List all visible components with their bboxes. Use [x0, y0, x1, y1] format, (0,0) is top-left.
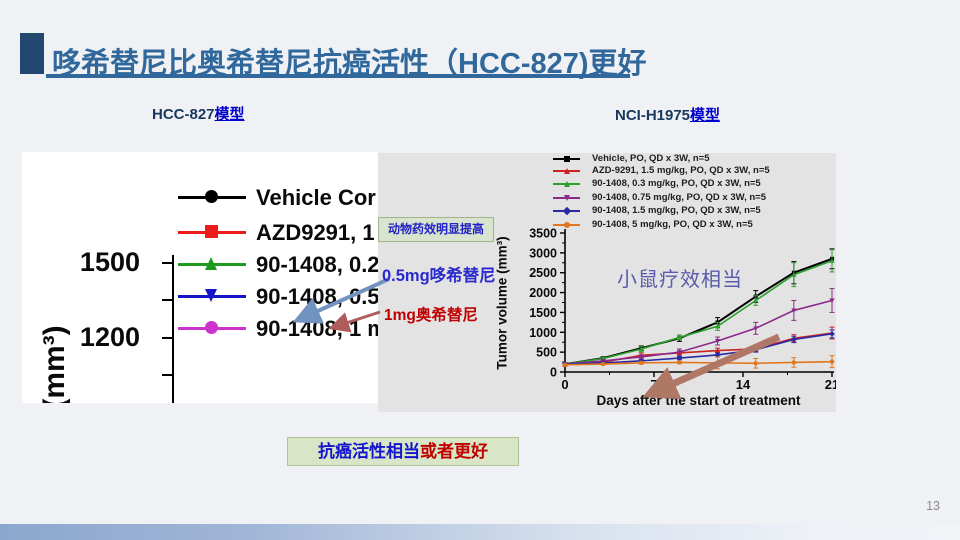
- y-tick: [162, 337, 172, 339]
- page-number: 13: [926, 499, 940, 513]
- right-panel-label: NCI-H1975模型: [615, 104, 720, 125]
- legend-label: 90-1408, 1 m: [256, 316, 378, 341]
- legend-label: 90-1408, 0.5: [256, 284, 378, 309]
- title-accent-square: [20, 33, 44, 74]
- y-tick-label: 2500: [529, 266, 557, 280]
- legend-label: 90-1408, 0.3 mg/kg, PO, QD x 3W, n=5: [592, 178, 761, 189]
- y-tick-label: 500: [536, 346, 557, 360]
- dox-dose-label: 0.5mg哆希替尼: [382, 267, 496, 285]
- legend-marker: [564, 195, 570, 201]
- conclusion-red-text: 或者更好: [420, 442, 488, 461]
- legend-marker: [564, 156, 570, 162]
- nci-h1975-y-axis-title: Tumor volume (mm³): [494, 236, 510, 370]
- left-panel-label-suffix: 模型: [214, 106, 245, 123]
- legend-label: AZD9291, 1: [256, 220, 375, 245]
- legend-label: 90-1408, 0.2: [256, 252, 378, 277]
- nci-h1975-x-axis-title: Days after the start of treatment: [596, 393, 801, 408]
- x-tick-label: 7: [650, 377, 657, 392]
- right-panel-label-suffix: 模型: [690, 107, 721, 124]
- y-tick-label: 1500: [529, 306, 557, 320]
- y-tick: [162, 374, 172, 376]
- chart-axes: 0 500 1000 1500 2000 2500 3000 3500 0 7 14 21: [529, 227, 836, 393]
- legend-marker: [564, 222, 570, 228]
- hcc827-y-axis-title: (mm³): [38, 325, 71, 403]
- mouse-efficacy-note: 小鼠疗效相当: [617, 269, 743, 291]
- conclusion-blue-text: 抗癌活性相当: [318, 442, 420, 461]
- legend-marker: [205, 289, 217, 302]
- y-tick-label: 1200: [79, 322, 140, 352]
- conclusion-box: 抗癌活性相当或者更好: [287, 437, 519, 466]
- chart-series: [562, 288, 835, 367]
- legend-label: 90-1408, 0.75 mg/kg, PO, QD x 3W, n=5: [592, 192, 766, 203]
- x-tick-label: 14: [736, 377, 751, 392]
- hcc827-figure: 1500 1200 (mm³) Vehicle Cor AZD9291, 1 90-…: [22, 152, 378, 403]
- legend-marker: [564, 181, 570, 187]
- legend-marker: [205, 225, 218, 238]
- x-tick-label: 0: [561, 377, 568, 392]
- left-panel-label: HCC-827模型: [152, 103, 245, 124]
- y-tick: [162, 299, 172, 301]
- y-tick-label: 0: [550, 366, 557, 380]
- legend-label: Vehicle, PO, QD x 3W, n=5: [592, 153, 710, 164]
- y-tick-label: 2000: [529, 286, 557, 300]
- legend-marker: [205, 257, 217, 270]
- legend-label: 90-1408, 5 mg/kg, PO, QD x 3W, n=5: [592, 219, 753, 230]
- legend-label: 90-1408, 1.5 mg/kg, PO, QD x 3W, n=5: [592, 205, 761, 216]
- legend-label: AZD-9291, 1.5 mg/kg, PO, QD x 3W, n=5: [592, 165, 770, 176]
- x-tick-label: 21: [825, 377, 836, 392]
- efficacy-note-box: 动物药效明显提高: [378, 217, 494, 242]
- legend-label: Vehicle Cor: [256, 185, 376, 210]
- legend-marker: [205, 321, 218, 334]
- left-panel-label-prefix: HCC-827: [152, 106, 215, 123]
- bottom-accent-bar: [0, 524, 960, 540]
- y-tick: [162, 262, 172, 264]
- y-tick-label: 1500: [79, 247, 140, 277]
- hcc827-y-axis: [172, 255, 174, 403]
- y-tick-label: 1000: [529, 326, 557, 340]
- title-underline: [46, 74, 630, 78]
- right-panel-label-prefix: NCI-H1975: [615, 107, 691, 124]
- legend-marker: [564, 168, 570, 174]
- y-tick-label: 3000: [529, 246, 557, 260]
- osi-dose-label: 1mg奥希替尼: [384, 307, 478, 324]
- y-tick-label: 3500: [529, 227, 557, 241]
- legend-marker: [205, 190, 218, 203]
